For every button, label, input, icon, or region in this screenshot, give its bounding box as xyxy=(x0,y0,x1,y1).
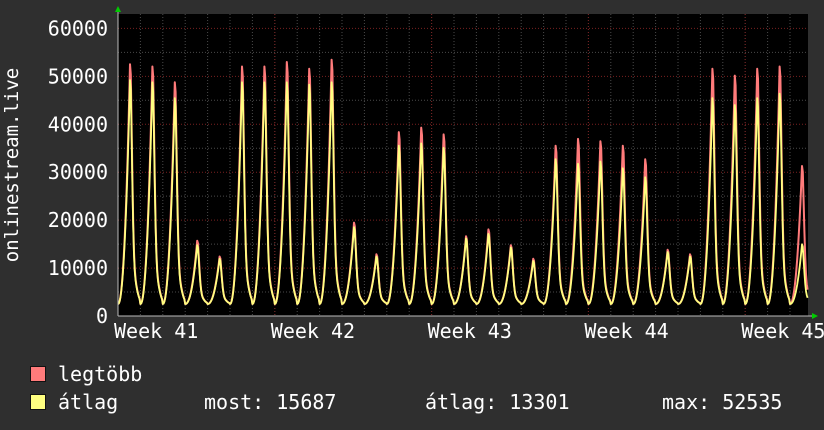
y-tick-label: 0 xyxy=(96,304,108,328)
y-tick-label: 20000 xyxy=(48,208,108,232)
legend-avg-swatch xyxy=(30,394,46,410)
legend-avg-label: átlag xyxy=(58,390,119,414)
x-tick-label: Week 41 xyxy=(114,319,198,343)
stat-max: max: 52535 xyxy=(662,390,783,414)
traffic-chart: 0 10000 20000 30000 40000 50000 60000 Week 41 We… xyxy=(1,6,824,343)
x-tick-label: Week 43 xyxy=(428,319,512,343)
y-tick-label: 10000 xyxy=(48,256,108,280)
y-tick-label: 50000 xyxy=(48,64,108,88)
x-tick-label: Week 45 xyxy=(741,319,824,343)
legend-max: legtöbb xyxy=(30,362,142,386)
x-tick-label: Week 44 xyxy=(584,319,668,343)
series-line-avg xyxy=(117,79,809,305)
legend-avg: átlag xyxy=(30,390,118,414)
stat-current: most: 15687 xyxy=(204,390,337,414)
y-tick-label: 40000 xyxy=(48,112,108,136)
x-axis-arrow xyxy=(812,313,818,319)
x-tick-label: Week 42 xyxy=(271,319,355,343)
legend-max-label: legtöbb xyxy=(58,362,143,386)
y-axis-title: onlinestream.live xyxy=(1,68,23,262)
y-tick-label: 30000 xyxy=(48,160,108,184)
legend-max-swatch xyxy=(30,366,46,382)
stat-average: átlag: 13301 xyxy=(425,390,570,414)
y-axis-arrow xyxy=(115,6,121,12)
y-tick-label: 60000 xyxy=(48,16,108,40)
